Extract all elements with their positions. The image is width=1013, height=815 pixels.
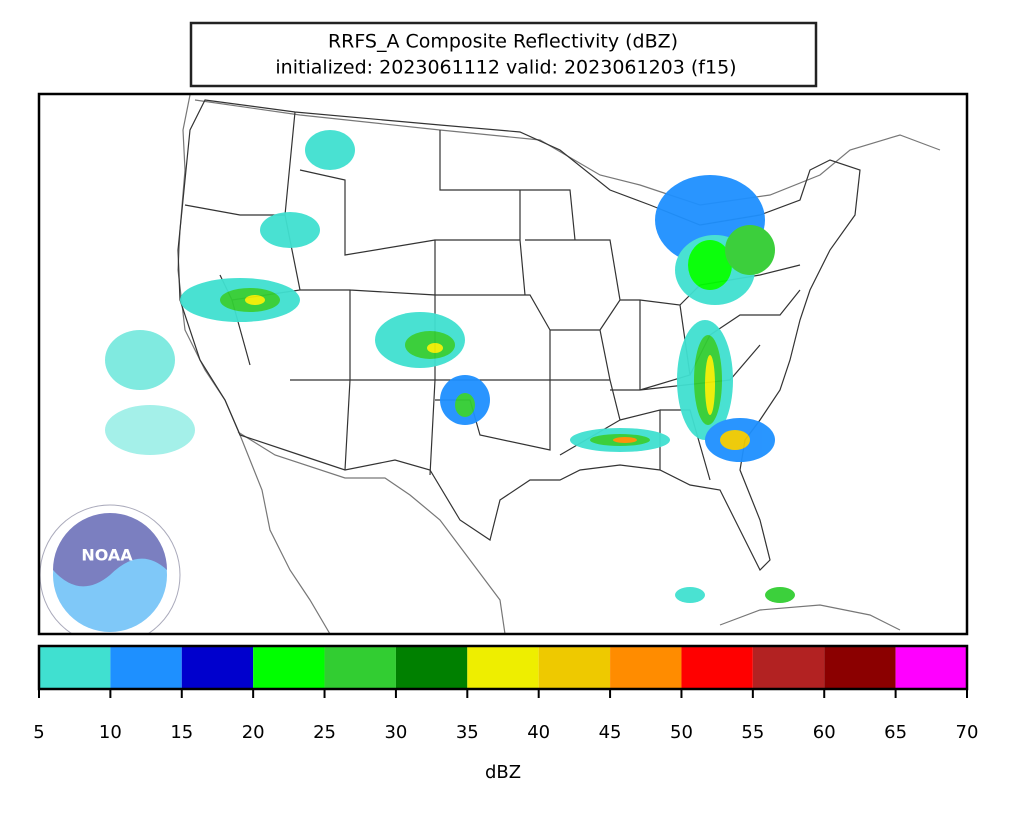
colorbar-frame: [37, 644, 969, 691]
tick-label: 45: [599, 722, 622, 743]
title: RRFS_A Composite Reflectivity (dBZ): [328, 31, 678, 53]
colorbar-segment: [538, 646, 611, 689]
tick-label: 25: [313, 722, 336, 743]
tick-label: 5: [33, 722, 44, 743]
mexico-border: [237, 431, 506, 634]
colorbar-segment: [752, 646, 825, 689]
tick-label: 55: [741, 722, 764, 743]
title-box: [189, 21, 818, 88]
coastline: [177, 94, 331, 634]
colorbar-segment: [824, 646, 896, 689]
colorbar-segment: [181, 646, 254, 689]
map-frame: [37, 92, 969, 636]
colorbar: 5 10 15 20 25 30 35 40 45 50 55 60 65 70: [33, 644, 979, 743]
colorbar-segment: [467, 646, 539, 689]
colorbar-segment: [895, 646, 967, 689]
colorbar-segment: [324, 646, 396, 689]
tick-label: 35: [456, 722, 479, 743]
colorbar-label: dBZ: [485, 762, 521, 783]
tick-label: 10: [99, 722, 122, 743]
tick-label: 65: [884, 722, 907, 743]
colorbar-segment: [39, 646, 111, 689]
tick-label: 50: [670, 722, 693, 743]
tick-label: 60: [813, 722, 836, 743]
subtitle: initialized: 2023061112 valid: 202306120…: [275, 57, 736, 79]
tick-label: 30: [384, 722, 407, 743]
colorbar-segment: [253, 646, 325, 689]
noaa-logo: NOAA: [39, 504, 181, 634]
tick-label: 20: [242, 722, 265, 743]
us-outline: [177, 99, 861, 572]
cuba: [719, 604, 901, 631]
reflectivity: [105, 130, 795, 603]
logo-text: NOAA: [81, 546, 133, 565]
colorbar-segment: [681, 646, 753, 689]
tick-label: 70: [956, 722, 979, 743]
map: NOAA: [37, 92, 969, 636]
tick-label: 15: [170, 722, 193, 743]
colorbar-segment: [610, 646, 682, 689]
tick-label: 40: [527, 722, 550, 743]
colorbar-segment: [110, 646, 182, 689]
colorbar-segment: [395, 646, 468, 689]
